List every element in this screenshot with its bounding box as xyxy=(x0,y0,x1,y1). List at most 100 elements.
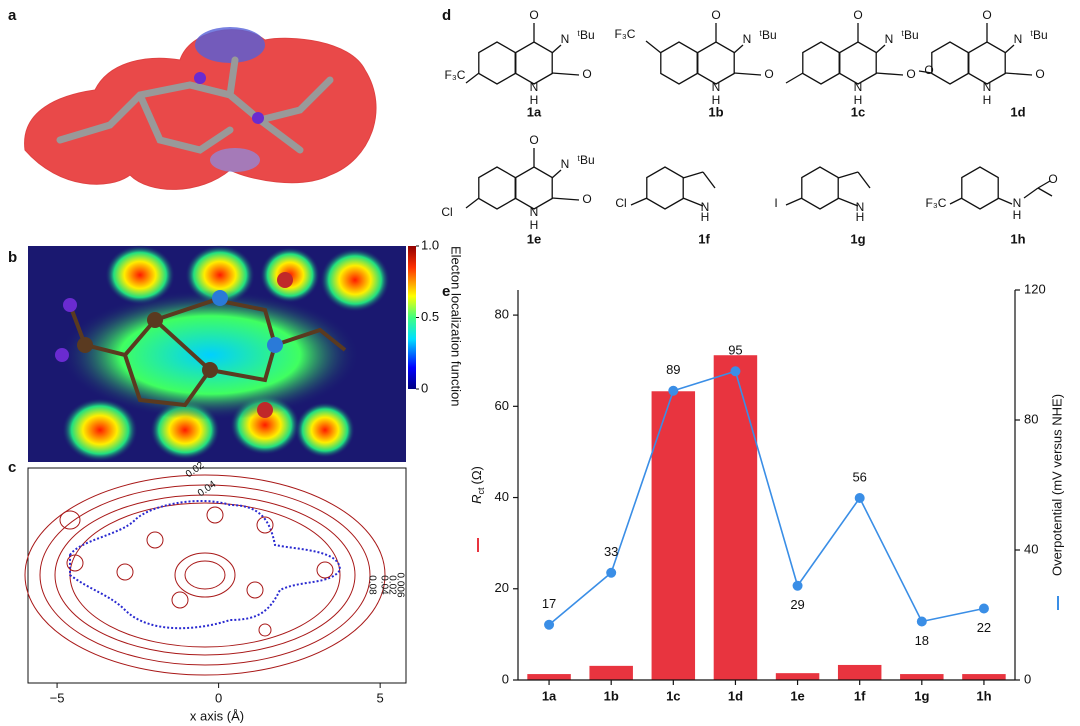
bar xyxy=(837,664,882,680)
contour-label: 0.08 xyxy=(366,575,377,595)
bond xyxy=(630,197,648,206)
atom-label: O xyxy=(529,8,538,22)
elf-map xyxy=(28,245,416,462)
x-axis-label: x axis (Å) xyxy=(190,708,244,723)
compound-id: 1d xyxy=(1010,104,1025,119)
bond xyxy=(465,72,480,84)
y2-tick-label: 0 xyxy=(1024,671,1031,686)
bond xyxy=(875,44,886,54)
bond xyxy=(1037,187,1053,197)
ring xyxy=(968,41,1006,85)
data-label: 89 xyxy=(666,362,680,377)
panel-label: c xyxy=(8,459,16,476)
bond xyxy=(733,44,744,54)
contour-map xyxy=(24,467,407,684)
bond xyxy=(1037,180,1051,189)
bond xyxy=(551,169,562,179)
bond xyxy=(682,197,704,207)
atom-label: O xyxy=(906,67,915,81)
atom-label: F₃C xyxy=(445,68,466,82)
atom-label: O xyxy=(764,67,773,81)
bond xyxy=(465,197,480,209)
compound-id: 1g xyxy=(850,231,865,246)
x-tick-label: 1h xyxy=(976,688,991,703)
compound-id: 1f xyxy=(698,231,710,246)
ring xyxy=(646,166,684,210)
atom-label: O xyxy=(711,8,720,22)
bond xyxy=(1023,187,1039,199)
atom-label: H xyxy=(856,210,865,224)
y-axis-label: Rct (Ω) xyxy=(469,466,486,504)
atom-label: O xyxy=(1035,67,1044,81)
bond xyxy=(551,72,580,76)
atom-label: N xyxy=(885,32,894,46)
y-tick-label: 40 xyxy=(495,489,509,504)
y2-tick-label: 40 xyxy=(1024,541,1038,556)
x-tick-label: 1f xyxy=(854,688,866,703)
y-label-symbol: R xyxy=(469,495,484,504)
atom-label: ᵗBu xyxy=(1030,28,1047,42)
atom-label: ᵗBu xyxy=(577,28,594,42)
bond xyxy=(875,72,904,76)
bond xyxy=(837,197,859,207)
atom-label: Cl xyxy=(615,196,626,210)
bond xyxy=(785,72,804,84)
ring xyxy=(839,41,877,85)
atom-label: H xyxy=(530,93,539,107)
bond xyxy=(857,171,871,189)
atom-label: N xyxy=(1013,196,1022,210)
bond xyxy=(645,40,662,54)
compound-id: 1h xyxy=(1010,231,1025,246)
atom-label: O xyxy=(1048,172,1057,186)
data-label: 18 xyxy=(915,633,929,648)
ring xyxy=(515,41,553,85)
atom-label: F₃C xyxy=(926,196,947,210)
y-label-unit: (Ω) xyxy=(469,466,484,484)
x-tick-label: 1g xyxy=(914,688,929,703)
ring xyxy=(697,41,735,85)
atom-label: O xyxy=(982,8,991,22)
ring xyxy=(802,41,840,85)
atom-label: ᵗBu xyxy=(759,28,776,42)
y-tick-label: 0 xyxy=(502,671,509,686)
ring xyxy=(931,41,969,85)
x-tick-label: 1c xyxy=(666,688,680,703)
x-tick-label: 1b xyxy=(604,688,619,703)
bar xyxy=(775,673,820,680)
ring xyxy=(961,166,999,210)
point xyxy=(792,580,803,591)
atom-label: O xyxy=(529,133,538,147)
bond xyxy=(1004,72,1033,76)
structures xyxy=(465,23,1053,210)
point xyxy=(606,567,617,578)
esp-surface xyxy=(24,27,377,190)
contour-label: 0.02 xyxy=(386,575,397,595)
y-label-subscript: ct xyxy=(476,487,486,495)
colorbar xyxy=(408,246,416,389)
colorbar-tick-label: 0.5 xyxy=(421,309,439,324)
y2-tick-label: 80 xyxy=(1024,411,1038,426)
atom-label: N xyxy=(530,80,539,94)
ring xyxy=(801,166,839,210)
atom-label: H xyxy=(1013,208,1022,222)
bar xyxy=(651,391,696,680)
y2-axis-label: Overpotential (mV versus NHE) xyxy=(1049,394,1064,576)
y2-tick-label: 120 xyxy=(1024,281,1046,296)
data-label: 33 xyxy=(604,544,618,559)
ring xyxy=(478,166,516,210)
bond xyxy=(997,197,1013,205)
point xyxy=(854,493,865,503)
colorbar-tick-label: 0 xyxy=(421,380,428,395)
atom-label: N xyxy=(530,205,539,219)
point xyxy=(730,366,741,377)
atom-label: H xyxy=(701,210,710,224)
panel-label: a xyxy=(8,7,17,24)
atom-label: N xyxy=(701,200,710,214)
compound-id: 1a xyxy=(527,104,542,119)
compound-id: 1b xyxy=(708,104,723,119)
point xyxy=(544,619,555,630)
atom-label: F₃C xyxy=(615,27,636,41)
data-label: 17 xyxy=(542,596,556,611)
contour-label: 0.006 xyxy=(394,572,405,597)
bar xyxy=(713,355,758,680)
